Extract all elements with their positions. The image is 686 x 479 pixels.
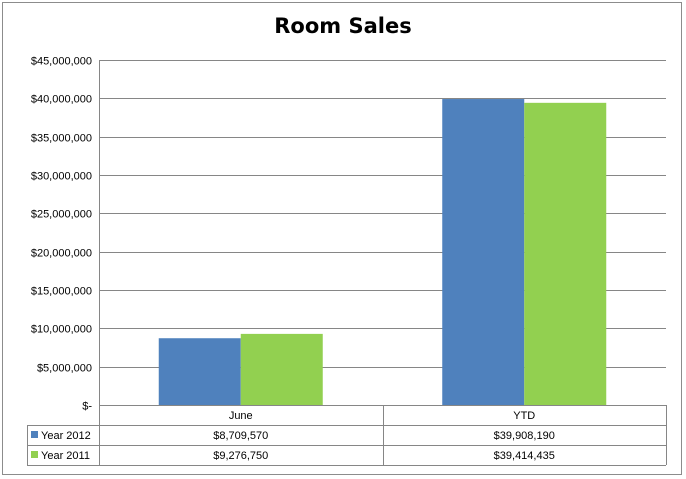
chart-title: Room Sales [274, 14, 412, 38]
y-tick-label: $15,000,000 [31, 286, 92, 298]
bar [442, 99, 525, 406]
data-label: $8,709,570 [213, 430, 268, 442]
y-tick-label: $- [82, 401, 92, 413]
y-tick-label: $20,000,000 [31, 248, 92, 260]
x-tick-label: June [229, 410, 253, 422]
y-tick-label: $40,000,000 [31, 94, 92, 106]
legend-label: Year 2012 [41, 430, 91, 442]
y-axis-ticks: $- $5,000,000 $10,000,000 $15,000,000 $20,00… [31, 56, 93, 413]
legend-swatch [31, 451, 38, 458]
y-tick-label: $25,000,000 [31, 209, 92, 221]
bars [158, 99, 607, 406]
legend-label: Year 2011 [41, 450, 90, 462]
data-label: $39,414,435 [494, 450, 555, 462]
y-tick-label: $45,000,000 [31, 56, 92, 68]
y-tick-label: $5,000,000 [37, 363, 92, 375]
legend-swatch [31, 431, 38, 438]
bar [240, 333, 323, 405]
y-tick-label: $30,000,000 [31, 171, 92, 183]
data-label: $39,908,190 [494, 430, 555, 442]
data-table: June YTD Year 2012 $8,709,570 $39,908,190 Yea… [27, 405, 667, 466]
y-tick-label: $35,000,000 [31, 133, 92, 145]
y-tick-label: $10,000,000 [31, 324, 92, 336]
data-label: $9,276,750 [213, 450, 268, 462]
bar [158, 338, 241, 405]
x-tick-label: YTD [513, 410, 535, 422]
bar [524, 102, 607, 405]
